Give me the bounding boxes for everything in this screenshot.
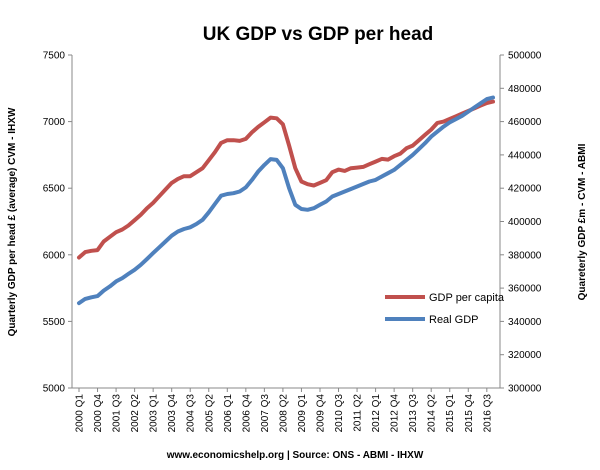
x-tick-label: 2009 Q4 <box>315 394 326 433</box>
left-tick-label: 7500 <box>43 51 66 62</box>
x-tick-label: 2005 Q2 <box>204 394 215 433</box>
x-tick-label: 2006 Q4 <box>241 394 252 433</box>
left-tick-label: 5000 <box>43 384 66 395</box>
right-tick-label: 300000 <box>508 384 542 395</box>
x-tick-label: 2015 Q1 <box>445 394 456 433</box>
x-tick-label: 2003 Q4 <box>167 394 178 433</box>
left-axis-label: Quarterly GDP per head £ (average) CVM -… <box>7 107 18 336</box>
left-tick-label: 5500 <box>43 317 66 328</box>
left-axis-ticks: 5000 5500 6000 6500 7000 7500 <box>43 51 72 395</box>
x-tick-label: 2012 Q1 <box>371 394 382 433</box>
x-tick-label: 2000 Q1 <box>75 394 86 433</box>
x-tick-label: 2010 Q3 <box>334 394 345 433</box>
right-tick-label: 380000 <box>508 250 542 261</box>
right-axis-ticks: 300000 320000 340000 360000 380000 400000 4200… <box>500 51 542 395</box>
right-tick-label: 480000 <box>508 84 542 95</box>
series-lines <box>77 95 495 306</box>
chart-title: UK GDP vs GDP per head <box>203 24 434 45</box>
right-tick-label: 400000 <box>508 217 542 228</box>
x-tick-label: 2016 Q3 <box>482 394 493 433</box>
right-tick-label: 460000 <box>508 117 542 128</box>
right-tick-label: 440000 <box>508 150 542 161</box>
right-tick-label: 500000 <box>508 51 542 62</box>
right-axis-label: Quareterly GDP £m - CVM - ABMI <box>577 143 588 300</box>
left-tick-label: 6000 <box>43 250 66 261</box>
series-line-gdp-per-capita <box>77 99 495 260</box>
x-tick-label: 2003 Q1 <box>149 394 160 433</box>
x-tick-label: 2007 Q3 <box>260 394 271 433</box>
x-tick-label: 2011 Q2 <box>353 394 364 432</box>
legend-label-gdp-per-capita: GDP per capita <box>429 292 505 304</box>
x-tick-label: 2008 Q2 <box>278 394 289 433</box>
left-tick-label: 7000 <box>43 117 66 128</box>
right-tick-label: 420000 <box>508 184 542 195</box>
left-tick-label: 6500 <box>43 184 66 195</box>
chart-footer: www.economicshelp.org | Source: ONS - AB… <box>166 450 424 461</box>
x-tick-label: 2001 Q3 <box>112 394 123 433</box>
legend: GDP per capita Real GDP <box>385 292 505 326</box>
x-tick-label: 2002 Q2 <box>130 394 141 433</box>
x-tick-label: 2009 Q1 <box>297 394 308 433</box>
x-tick-label: 2015 Q4 <box>464 394 475 433</box>
x-tick-label: 2006 Q1 <box>223 394 234 433</box>
right-tick-label: 340000 <box>508 317 542 328</box>
x-tick-label: 2013 Q3 <box>408 394 419 433</box>
x-tick-label: 2000 Q4 <box>93 394 104 433</box>
right-tick-label: 360000 <box>508 284 542 295</box>
x-tick-label: 2014 Q2 <box>427 394 438 433</box>
series-line-real-gdp <box>77 95 495 306</box>
x-axis-ticks: 2000 Q1 2000 Q4 2001 Q3 2002 Q2 2003 Q1 2003 … <box>75 388 493 433</box>
right-tick-label: 320000 <box>508 350 542 361</box>
x-tick-label: 2004 Q3 <box>186 394 197 433</box>
x-tick-label: 2012 Q4 <box>390 394 401 433</box>
legend-label-real-gdp: Real GDP <box>429 314 479 326</box>
